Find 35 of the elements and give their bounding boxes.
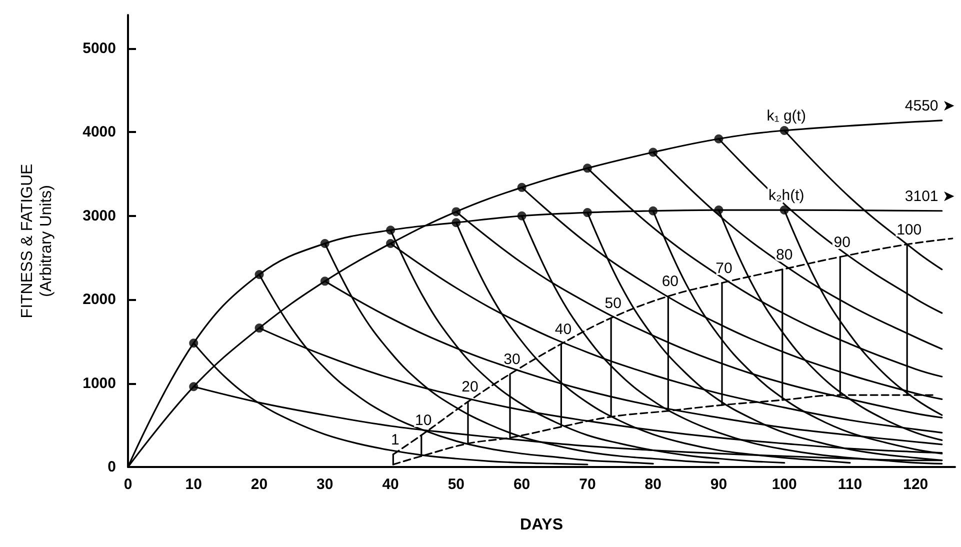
x-tick-label: 60	[513, 476, 530, 493]
y-tick-label: 3000	[82, 207, 116, 224]
annotation: 60	[662, 273, 679, 290]
y-axis-title: FITNESS & FATIGUE (Arbitrary Units)	[19, 164, 55, 318]
annotation: 50	[604, 295, 622, 312]
x-tick-label: 40	[382, 476, 399, 493]
annotation: k₁ g(t)	[766, 108, 806, 125]
annotation: 40	[554, 320, 572, 338]
y-tick-label: 0	[108, 458, 116, 476]
annotation: 90	[834, 234, 850, 251]
y-tick-label: 2000	[82, 291, 116, 308]
x-tick-label: 50	[448, 476, 465, 493]
annotation: 20	[462, 378, 478, 396]
annotation: 1	[390, 431, 400, 448]
x-tick-label: 120	[903, 476, 928, 493]
x-axis-title: DAYS	[520, 516, 564, 534]
annotation: 30	[504, 351, 520, 368]
x-tick-label: 30	[316, 476, 334, 493]
x-tick-label: 70	[579, 476, 596, 493]
y-tick-label: 1000	[82, 374, 116, 392]
x-tick-label: 90	[710, 476, 728, 493]
x-tick-label: 20	[250, 476, 268, 493]
annotation: 4550 ➤	[904, 97, 955, 114]
x-tick-label: 10	[185, 476, 202, 493]
y-tick-label: 5000	[82, 40, 116, 57]
annotation: 80	[776, 246, 793, 264]
annotation: 3101 ➤	[904, 188, 955, 205]
annotation: 100	[896, 221, 922, 238]
x-tick-label: 0	[124, 476, 132, 493]
annotation: 70	[716, 260, 732, 277]
x-tick-label: 100	[772, 476, 797, 493]
annotation: 10	[415, 412, 432, 430]
x-tick-label: 80	[644, 476, 662, 493]
x-tick-label: 110	[838, 476, 862, 493]
y-tick-label: 4000	[82, 124, 116, 141]
